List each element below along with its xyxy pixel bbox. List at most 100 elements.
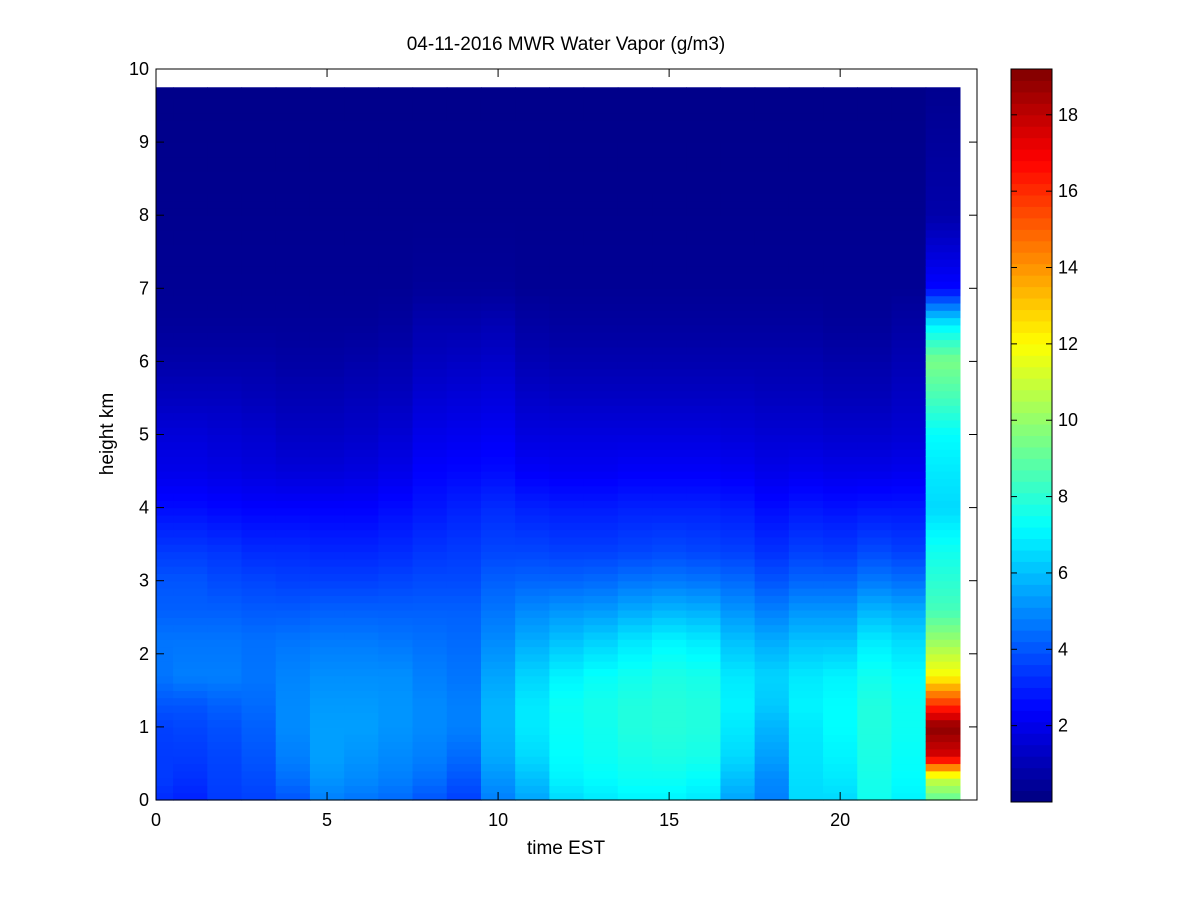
heatmap-cell [857, 98, 893, 107]
heatmap-cell [207, 500, 243, 509]
heatmap-cell [344, 639, 379, 648]
heatmap-cell [309, 390, 345, 399]
heatmap-cell [823, 712, 858, 721]
heatmap-cell [378, 741, 414, 750]
heatmap-cell [617, 134, 653, 143]
heatmap-cell [480, 142, 516, 151]
heatmap-cell [207, 164, 243, 172]
x-tick-label: 0 [151, 810, 161, 830]
heatmap-cell [549, 339, 585, 348]
heatmap-cell [857, 719, 893, 728]
colorbar-step [1011, 320, 1052, 333]
heatmap-cell [378, 193, 414, 202]
heatmap-cell [754, 617, 790, 626]
heatmap-cell [446, 463, 482, 472]
heatmap-cell [549, 639, 585, 648]
heatmap-cell [446, 492, 482, 501]
heatmap-cell [241, 683, 277, 691]
heatmap-cell [156, 558, 174, 567]
heatmap-cell [925, 778, 961, 786]
heatmap-cell [446, 566, 482, 574]
heatmap-cell [156, 207, 174, 216]
heatmap-cell [583, 573, 619, 582]
colorbar-step [1011, 424, 1052, 436]
heatmap-cell [241, 361, 277, 370]
heatmap-cell [823, 229, 858, 238]
heatmap-cell [207, 383, 243, 392]
heatmap-cell [686, 770, 722, 779]
heatmap-cell [549, 237, 585, 246]
heatmap-cell [891, 580, 927, 589]
heatmap-cell [378, 405, 414, 414]
heatmap-cell [583, 712, 619, 721]
heatmap-cell [925, 602, 961, 611]
heatmap-cell [617, 156, 653, 165]
heatmap-cell [275, 215, 311, 224]
heatmap-cell [686, 529, 722, 538]
heatmap-cell [823, 346, 858, 355]
heatmap-cell [309, 631, 345, 640]
heatmap-cell [652, 127, 687, 136]
heatmap-cell [275, 449, 311, 458]
heatmap-cell [583, 346, 619, 355]
heatmap-cell [412, 631, 448, 640]
heatmap-cell [207, 98, 243, 107]
heatmap-cell [857, 507, 893, 516]
heatmap-cell [412, 273, 448, 282]
heatmap-cell [583, 624, 619, 633]
heatmap-cell [515, 222, 550, 231]
heatmap-cell [549, 412, 585, 421]
heatmap-cell [309, 397, 345, 406]
heatmap-cell [480, 332, 516, 341]
heatmap-cell [480, 529, 516, 538]
heatmap-cell [173, 617, 208, 626]
heatmap-cell [617, 222, 653, 231]
heatmap-cell [686, 566, 722, 574]
heatmap-cell [583, 763, 619, 772]
heatmap-cell [652, 244, 687, 253]
heatmap-cell [686, 346, 722, 355]
heatmap-cell [617, 485, 653, 494]
heatmap-cell [446, 193, 482, 202]
heatmap-cell [823, 770, 858, 779]
heatmap-cell [925, 434, 961, 443]
heatmap-cell [720, 551, 756, 560]
heatmap-cell [515, 500, 550, 509]
heatmap-cell [515, 339, 550, 348]
heatmap-cell [823, 127, 858, 136]
heatmap-cell [788, 522, 824, 531]
heatmap-cell [515, 171, 550, 180]
heatmap-cell [207, 748, 243, 757]
heatmap-cell [275, 770, 311, 779]
heatmap-cell [754, 770, 790, 779]
heatmap-cell [344, 259, 379, 267]
heatmap-cell [378, 573, 414, 582]
heatmap-cell [823, 697, 858, 706]
heatmap-cell [754, 566, 790, 574]
heatmap-cell [754, 551, 790, 560]
heatmap-cell [652, 492, 687, 501]
heatmap-cell [652, 354, 687, 362]
y-tick-label: 4 [139, 498, 149, 518]
colorbar-step [1011, 584, 1052, 597]
heatmap-cell [275, 376, 311, 384]
heatmap-cell [823, 171, 858, 180]
heatmap-cell [583, 551, 619, 560]
heatmap-cell [378, 120, 414, 129]
heatmap-cell [309, 595, 345, 604]
heatmap-cell [344, 361, 379, 370]
heatmap-cell [378, 310, 414, 319]
heatmap-cell [891, 507, 927, 516]
heatmap-cell [480, 566, 516, 574]
heatmap-cell [857, 149, 893, 158]
heatmap-cell [549, 397, 585, 406]
heatmap-cell [446, 704, 482, 713]
heatmap-cell [275, 719, 311, 728]
heatmap-cell [412, 529, 448, 538]
heatmap-cell [788, 288, 824, 297]
heatmap-cell [788, 653, 824, 662]
heatmap-cell [412, 646, 448, 655]
heatmap-cell [344, 273, 379, 282]
heatmap-cell [891, 90, 927, 99]
heatmap-cell [617, 514, 653, 523]
